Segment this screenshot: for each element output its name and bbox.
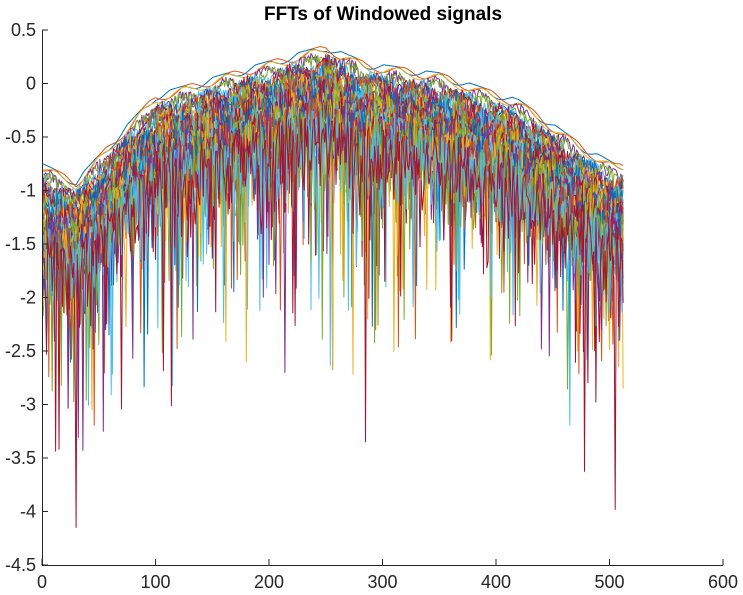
x-tick-label: 500 (594, 572, 624, 592)
fft-series-line (42, 54, 624, 214)
y-tick-label: 0 (26, 74, 36, 94)
y-tick-label: 0.5 (11, 20, 36, 40)
fft-series-line (42, 53, 624, 270)
y-tick-label: -2 (20, 288, 36, 308)
x-axis-ticks: 0 100 200 300 400 500 600 (37, 559, 738, 592)
x-tick-label: 400 (481, 572, 511, 592)
y-tick-label: -3.5 (5, 448, 36, 468)
x-tick-label: 300 (367, 572, 397, 592)
y-tick-label: -4.5 (5, 555, 36, 575)
series-group (42, 46, 624, 528)
y-tick-label: -2.5 (5, 341, 36, 361)
y-tick-label: -0.5 (5, 127, 36, 147)
x-tick-label: 200 (254, 572, 284, 592)
x-tick-label: 600 (708, 572, 738, 592)
chart-title: FFTs of Windowed signals (264, 4, 502, 25)
x-tick-label: 100 (140, 572, 170, 592)
y-axis-ticks: 0.5 0 -0.5 -1 -1.5 -2 -2.5 -3 -3.5 -4 -4.5 (5, 20, 48, 575)
fft-series-line (43, 49, 624, 191)
y-tick-label: -4 (20, 502, 36, 522)
y-tick-label: -3 (20, 395, 36, 415)
x-tick-label: 0 (37, 572, 47, 592)
y-tick-label: -1 (20, 181, 36, 201)
fft-series-line (42, 110, 624, 528)
y-tick-label: -1.5 (5, 234, 36, 254)
